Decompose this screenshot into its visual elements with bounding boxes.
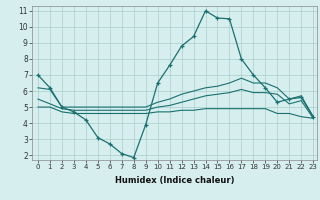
X-axis label: Humidex (Indice chaleur): Humidex (Indice chaleur): [115, 176, 234, 185]
